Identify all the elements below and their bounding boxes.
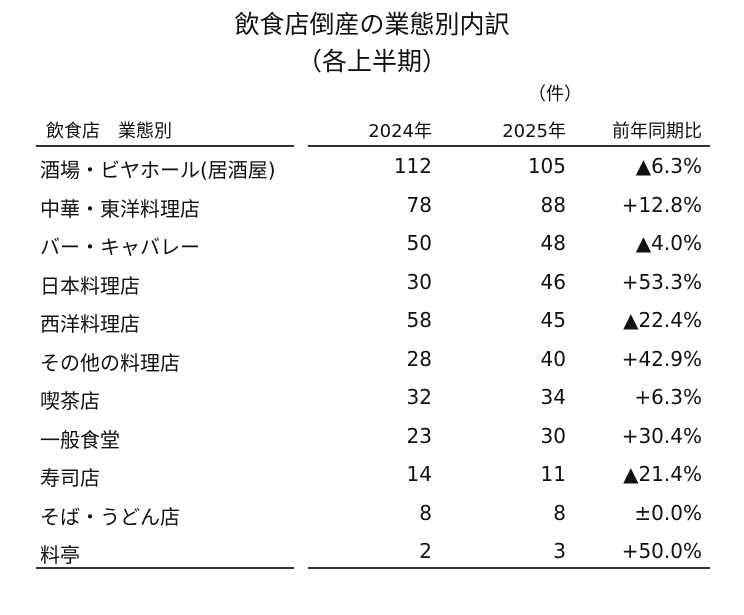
row-category: 西洋料理店 (40, 312, 140, 336)
row-yoy-change: ▲4.0% (635, 231, 702, 255)
row-value-2024: 50 (406, 231, 432, 255)
row-value-2024: 78 (406, 192, 432, 217)
row-value-2025: 34 (540, 385, 566, 409)
row-yoy-change: +53.3% (621, 269, 702, 294)
row-category: バー・キャバレー (40, 235, 200, 259)
header-rule-left (36, 145, 294, 147)
unit-label: （件） (528, 84, 582, 105)
row-yoy-change: ▲6.3% (635, 154, 702, 178)
row-value-2025: 46 (540, 269, 566, 294)
table-row: その他の料理店 28 40 +42.9% (0, 341, 744, 379)
row-category: 料亭 (40, 543, 80, 567)
row-yoy-change: +12.8% (621, 192, 702, 217)
table-row: 酒場・ビヤホール(居酒屋) 112 105 ▲6.3% (0, 148, 744, 186)
table-row: 一般食堂 23 30 +30.4% (0, 418, 744, 456)
row-value-2025: 40 (540, 346, 566, 371)
header-yoy: 前年同期比 (612, 121, 702, 142)
row-yoy-change: ▲21.4% (623, 462, 702, 486)
row-yoy-change: +30.4% (621, 423, 702, 448)
table-row: 日本料理店 30 46 +53.3% (0, 264, 744, 302)
row-value-2024: 14 (406, 462, 432, 486)
row-value-2025: 88 (540, 192, 566, 217)
row-value-2025: 30 (540, 423, 566, 448)
header-rule-right (308, 145, 710, 147)
row-category: 寿司店 (40, 466, 100, 490)
table-row: 西洋料理店 58 45 ▲22.4% (0, 302, 744, 340)
header-category: 飲食店 業態別 (46, 121, 172, 142)
row-category: 中華・東洋料理店 (40, 196, 200, 221)
header-2025: 2025年 (502, 121, 566, 142)
row-yoy-change: +50.0% (621, 539, 702, 563)
row-yoy-change: +6.3% (634, 385, 702, 409)
table-row: 寿司店 14 11 ▲21.4% (0, 456, 744, 494)
row-value-2024: 8 (419, 500, 432, 525)
row-category: 酒場・ビヤホール(居酒屋) (40, 158, 276, 182)
footer-rule-right (308, 567, 710, 569)
row-value-2024: 58 (406, 308, 432, 332)
row-value-2025: 11 (540, 462, 566, 486)
row-yoy-change: +42.9% (621, 346, 702, 371)
row-value-2025: 8 (553, 500, 566, 525)
row-category: そば・うどん店 (40, 504, 180, 529)
row-value-2024: 23 (406, 423, 432, 448)
row-value-2024: 30 (406, 269, 432, 294)
chart-subtitle: （各上半期） (296, 47, 447, 76)
row-value-2024: 28 (406, 346, 432, 371)
row-category: 喫茶店 (40, 389, 100, 413)
table-row: 喫茶店 32 34 +6.3% (0, 379, 744, 417)
row-value-2024: 32 (406, 385, 432, 409)
row-category: 一般食堂 (40, 427, 120, 452)
row-value-2024: 112 (393, 154, 432, 178)
row-value-2025: 3 (553, 539, 566, 563)
table-row: バー・キャバレー 50 48 ▲4.0% (0, 225, 744, 263)
chart-title: 飲食店倒産の業態別内訳 (234, 10, 510, 39)
row-value-2025: 105 (527, 154, 566, 178)
table-row: 中華・東洋料理店 78 88 +12.8% (0, 187, 744, 225)
row-category: その他の料理店 (40, 350, 180, 375)
table-row: 料亭 2 3 +50.0% (0, 533, 744, 571)
footer-rule-left (36, 567, 294, 569)
header-2024: 2024年 (368, 121, 432, 142)
row-value-2024: 2 (419, 539, 432, 563)
row-yoy-change: ±0.0% (634, 500, 702, 525)
row-value-2025: 45 (540, 308, 566, 332)
row-value-2025: 48 (540, 231, 566, 255)
row-category: 日本料理店 (40, 273, 140, 298)
row-yoy-change: ▲22.4% (623, 308, 702, 332)
table-row: そば・うどん店 8 8 ±0.0% (0, 495, 744, 533)
